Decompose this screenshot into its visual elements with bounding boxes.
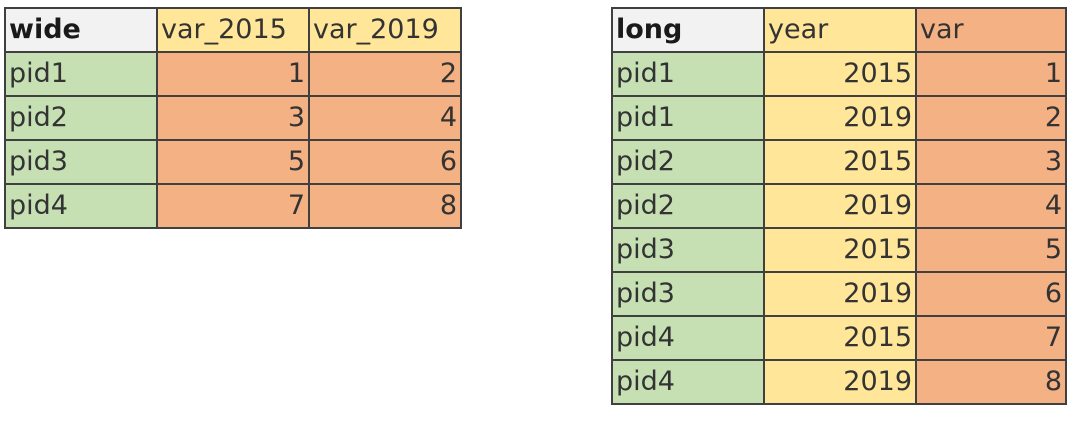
table-row: pid4 7 8 (4, 183, 462, 229)
wide-cell-var-2019: 6 (308, 139, 462, 185)
long-cell-var: 8 (915, 359, 1067, 405)
table-row: pid4 2019 8 (611, 359, 1067, 405)
wide-header-row: wide var_2015 var_2019 (4, 7, 462, 53)
wide-cell-var-2015: 3 (156, 95, 310, 141)
long-cell-year: 2015 (763, 51, 917, 97)
long-cell-id: pid4 (611, 315, 765, 361)
long-header-var: var (915, 7, 1067, 53)
long-cell-year: 2015 (763, 139, 917, 185)
long-cell-year: 2019 (763, 95, 917, 141)
long-cell-year: 2015 (763, 227, 917, 273)
long-cell-id: pid2 (611, 183, 765, 229)
wide-header-var-2019: var_2019 (308, 7, 462, 53)
wide-cell-var-2015: 1 (156, 51, 310, 97)
long-cell-id: pid3 (611, 271, 765, 317)
long-header-row: long year var (611, 7, 1067, 53)
wide-table: wide var_2015 var_2019 pid1 1 2 pid2 3 4… (4, 7, 462, 229)
long-cell-id: pid1 (611, 95, 765, 141)
long-cell-var: 5 (915, 227, 1067, 273)
table-row: pid2 2015 3 (611, 139, 1067, 185)
wide-cell-id: pid2 (4, 95, 158, 141)
long-cell-id: pid3 (611, 227, 765, 273)
wide-cell-id: pid3 (4, 139, 158, 185)
table-row: pid1 1 2 (4, 51, 462, 97)
table-row: pid1 2019 2 (611, 95, 1067, 141)
wide-cell-var-2019: 2 (308, 51, 462, 97)
long-cell-var: 2 (915, 95, 1067, 141)
table-row: pid2 3 4 (4, 95, 462, 141)
wide-cell-id: pid4 (4, 183, 158, 229)
long-table: long year var pid1 2015 1 pid1 2019 2 pi… (611, 7, 1067, 405)
long-cell-year: 2019 (763, 183, 917, 229)
wide-cell-id: pid1 (4, 51, 158, 97)
table-row: pid2 2019 4 (611, 183, 1067, 229)
long-cell-year: 2019 (763, 359, 917, 405)
table-row: pid1 2015 1 (611, 51, 1067, 97)
long-cell-var: 6 (915, 271, 1067, 317)
long-cell-id: pid2 (611, 139, 765, 185)
long-cell-var: 3 (915, 139, 1067, 185)
wide-cell-var-2019: 4 (308, 95, 462, 141)
long-cell-id: pid4 (611, 359, 765, 405)
long-header-year: year (763, 7, 917, 53)
long-cell-year: 2019 (763, 271, 917, 317)
table-row: pid4 2015 7 (611, 315, 1067, 361)
wide-header-label: wide (4, 7, 158, 53)
long-header-label: long (611, 7, 765, 53)
table-row: pid3 2015 5 (611, 227, 1067, 273)
long-cell-var: 4 (915, 183, 1067, 229)
wide-cell-var-2019: 8 (308, 183, 462, 229)
long-cell-year: 2015 (763, 315, 917, 361)
wide-cell-var-2015: 7 (156, 183, 310, 229)
wide-cell-var-2015: 5 (156, 139, 310, 185)
long-cell-id: pid1 (611, 51, 765, 97)
wide-header-var-2015: var_2015 (156, 7, 310, 53)
table-row: pid3 2019 6 (611, 271, 1067, 317)
long-cell-var: 7 (915, 315, 1067, 361)
table-row: pid3 5 6 (4, 139, 462, 185)
long-cell-var: 1 (915, 51, 1067, 97)
